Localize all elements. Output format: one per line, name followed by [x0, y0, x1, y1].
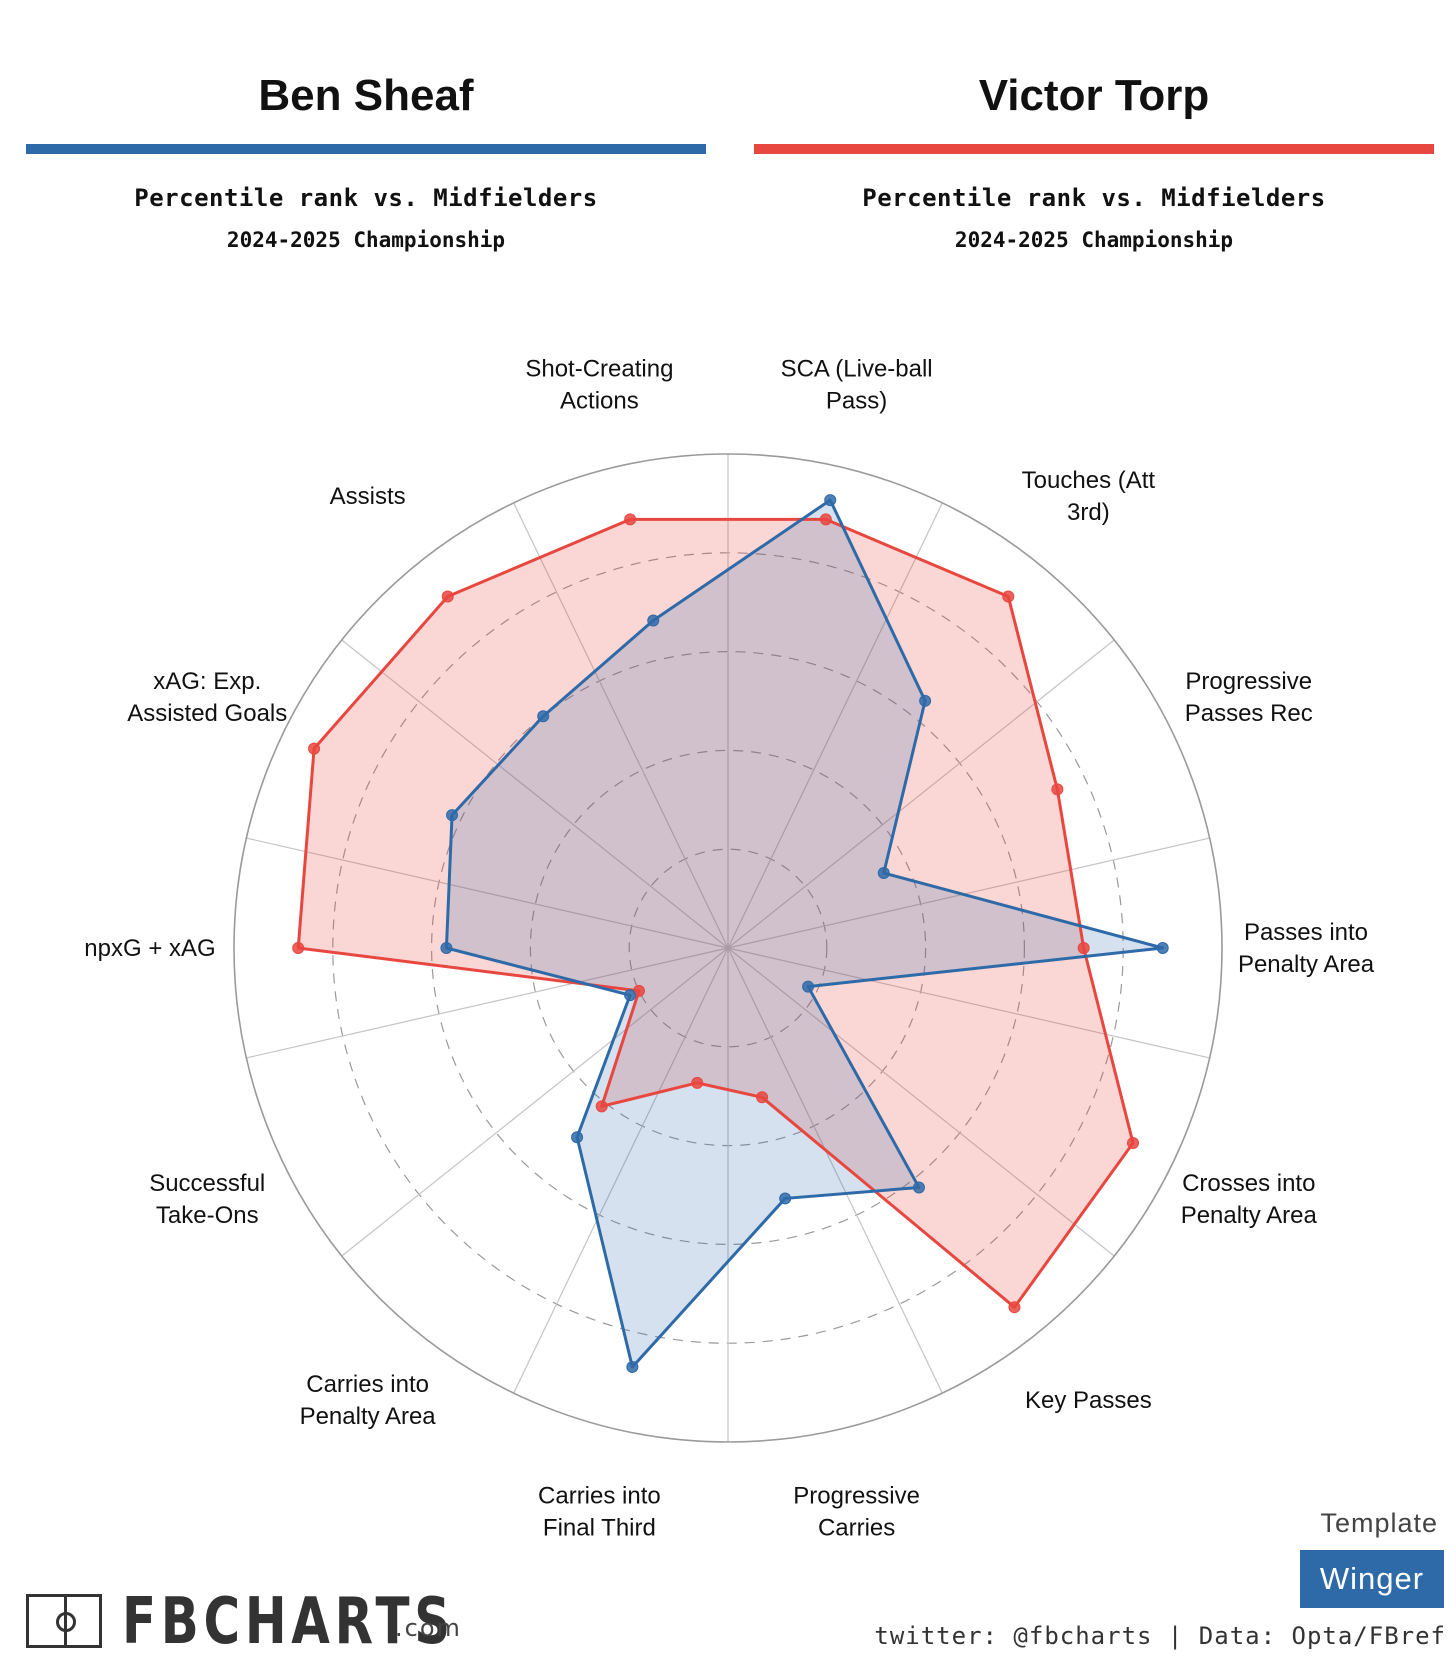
player-header-right: Victor Torp Percentile rank vs. Midfield…: [754, 68, 1434, 252]
player-season-left: 2024-2025 Championship: [226, 228, 506, 252]
data-point: [756, 1091, 769, 1104]
brand-suffix: .com: [395, 1614, 462, 1642]
grid-ring-3: [431, 650, 1025, 1245]
data-point: [571, 1131, 584, 1144]
data-point: [819, 513, 832, 526]
data-point: [626, 1361, 639, 1374]
template-badge: Winger: [1300, 1550, 1444, 1608]
grid-spoke: [727, 837, 1210, 949]
data-point: [691, 1076, 704, 1089]
player-color-bar-left: [26, 144, 706, 154]
player-header-left: Ben Sheaf Percentile rank vs. Midfielder…: [26, 68, 706, 252]
data-point: [537, 710, 550, 723]
axis-label: Key Passes: [1025, 1387, 1152, 1414]
data-point: [877, 866, 890, 879]
data-point: [446, 809, 459, 822]
player-name-right: Victor Torp: [978, 71, 1210, 120]
data-point: [292, 942, 305, 954]
grid-outer-ring: [233, 453, 1223, 1443]
grid-spoke: [727, 502, 943, 949]
player-color-bar-right: [754, 144, 1434, 154]
data-point: [595, 1100, 608, 1113]
grid-ring-1: [628, 848, 828, 1048]
data-point: [647, 614, 660, 627]
grid-spoke: [727, 947, 1115, 1257]
data-point: [441, 590, 454, 603]
data-point: [1077, 942, 1090, 954]
data-point: [779, 1192, 792, 1205]
axis-label: xAG: Exp. Assisted Goals: [127, 668, 287, 727]
data-point: [624, 989, 637, 1002]
grid-spoke: [513, 502, 729, 949]
axis-label: Crosses into Penalty Area: [1181, 1170, 1318, 1229]
grid-spoke: [727, 639, 1115, 949]
data-point: [1051, 783, 1064, 796]
data-point: [440, 942, 453, 954]
player-subtitle-right: Percentile rank vs. Midfielders: [862, 184, 1326, 212]
template-label: Template: [1320, 1508, 1438, 1538]
data-point: [824, 494, 837, 507]
axis-label: Touches (Att 3rd): [1022, 467, 1156, 526]
player-name-left: Ben Sheaf: [258, 71, 474, 120]
grid-spoke: [727, 947, 1210, 1059]
axis-label: Carries into Penalty Area: [300, 1371, 437, 1430]
grid-spoke: [513, 947, 729, 1394]
brand-logo: FBCHARTS: [26, 1578, 549, 1654]
player-season-right: 2024-2025 Championship: [954, 228, 1234, 252]
axis-label: SCA (Live-ball Pass): [781, 355, 933, 414]
axis-label: Progressive Carries: [793, 1483, 920, 1542]
data-point: [308, 742, 321, 755]
data-point: [919, 694, 932, 707]
axis-label: Progressive Passes Rec: [1185, 668, 1313, 727]
axis-label: Carries into Final Third: [538, 1483, 661, 1542]
footer-credits: twitter: @fbcharts | Data: Opta/FBref: [874, 1622, 1446, 1650]
data-point: [1008, 1301, 1021, 1314]
brand-name: FBCHARTS: [122, 1585, 455, 1659]
axis-label: Shot-Creating Actions: [525, 355, 673, 414]
grid-spoke: [341, 639, 729, 949]
radar-axis-labels: SCA (Live-ball Pass) Touches (Att 3rd) Progr…: [84, 355, 1374, 1541]
pitch-icon: [26, 1594, 102, 1648]
data-point: [1127, 1137, 1140, 1150]
axis-label: Assists: [330, 483, 406, 510]
radar-grid: [233, 453, 1223, 1443]
radar-series-layer: [292, 494, 1169, 1374]
series-area-ben-sheaf: [446, 500, 1163, 1368]
axis-label: npxG + xAG: [84, 935, 215, 962]
data-point: [1002, 590, 1015, 603]
data-point: [912, 1181, 925, 1194]
player-subtitle-left: Percentile rank vs. Midfielders: [134, 184, 598, 212]
axis-label: Passes into Penalty Area: [1238, 919, 1375, 978]
grid-spoke: [341, 947, 729, 1257]
axis-label: Successful Take-Ons: [149, 1170, 265, 1229]
data-point: [802, 980, 815, 993]
grid-spoke: [246, 837, 729, 949]
data-point: [1156, 942, 1169, 954]
grid-spoke: [727, 947, 943, 1394]
data-point: [624, 513, 637, 526]
series-area-victor-torp: [298, 519, 1134, 1308]
grid-spoke: [246, 947, 729, 1059]
